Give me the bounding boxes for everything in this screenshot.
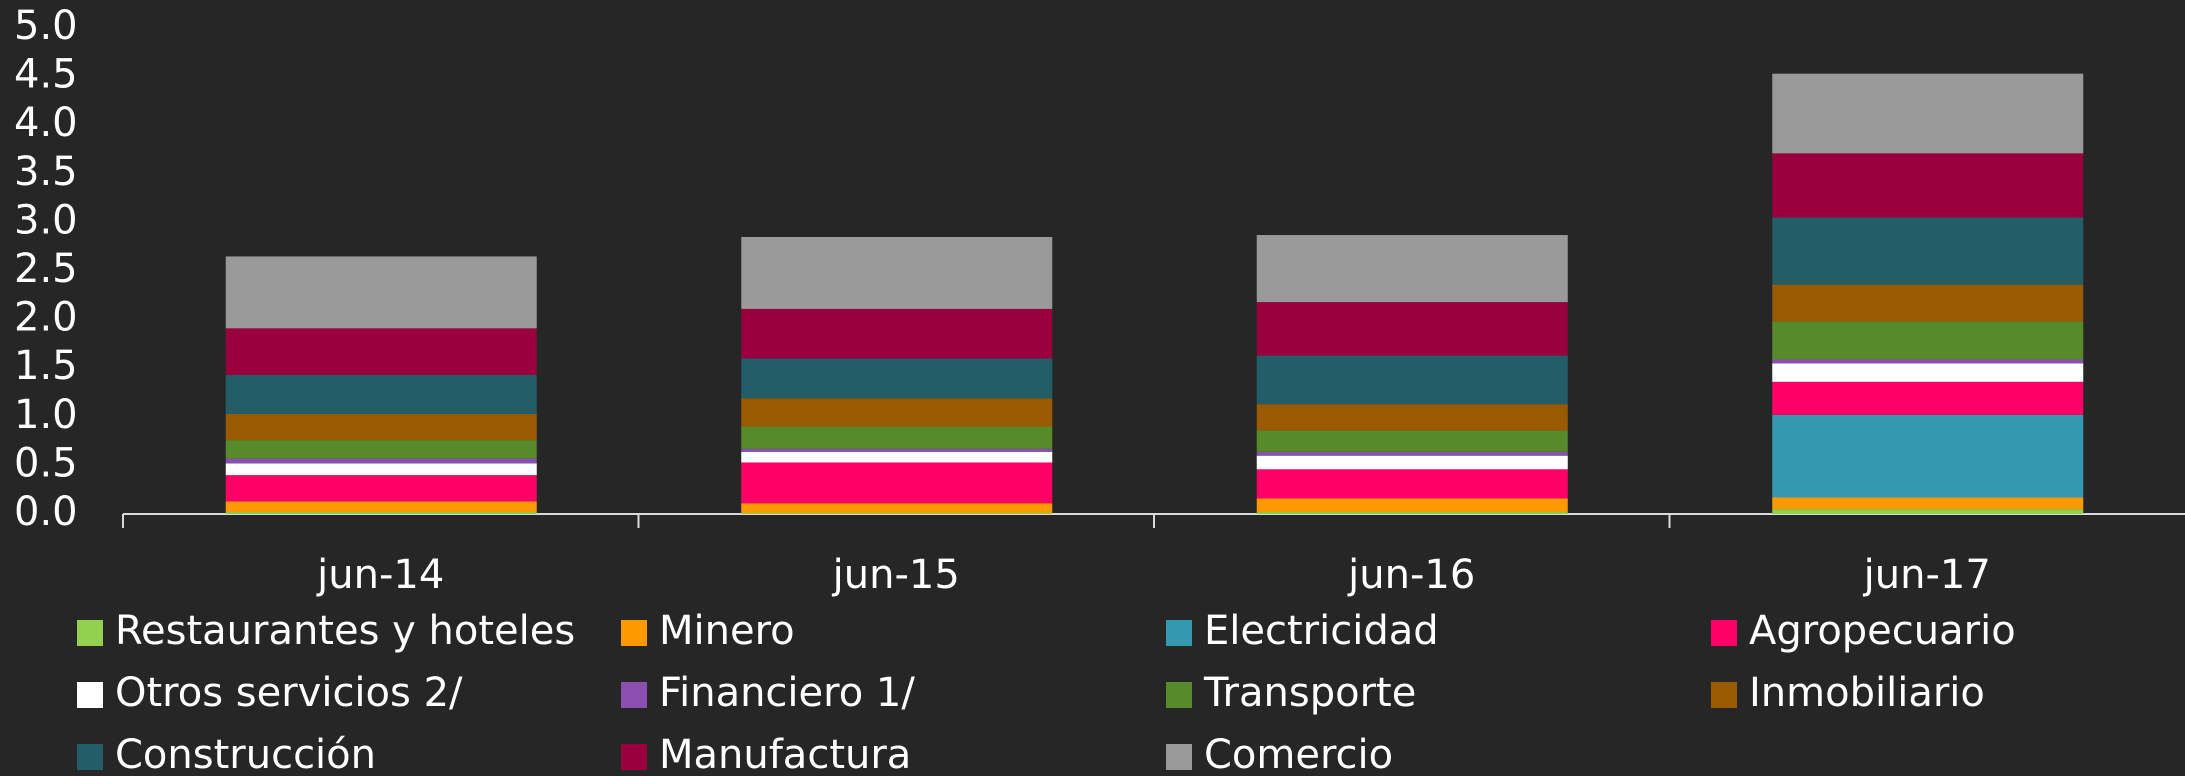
- bar-segment: [741, 426, 1053, 449]
- legend-label: Financiero 1/: [659, 670, 915, 716]
- legend-label: Construcción: [115, 732, 376, 776]
- legend-swatch: [1711, 682, 1737, 708]
- y-tick-label: 2.0: [14, 295, 78, 341]
- bar-segment: [741, 448, 1053, 452]
- bar-segment: [225, 440, 537, 459]
- bar-segment: [1256, 512, 1568, 514]
- bar-segment: [225, 512, 537, 514]
- legend-swatch: [621, 682, 647, 708]
- y-tick-label: 1.0: [14, 392, 78, 438]
- bar-segment: [741, 503, 1053, 514]
- bar-segment: [1772, 359, 2084, 364]
- y-tick-label: 5.0: [14, 3, 78, 49]
- y-tick-label: 4.5: [14, 52, 78, 98]
- bar-segment: [225, 475, 537, 502]
- bar-segment: [741, 236, 1053, 309]
- bar-segment: [1772, 284, 2084, 322]
- legend-label: Agropecuario: [1749, 608, 2016, 654]
- bar-segment: [1772, 414, 2084, 498]
- bar-segment: [1256, 302, 1568, 356]
- x-tick-label: jun-17: [1863, 552, 1991, 598]
- legend-label: Inmobiliario: [1749, 670, 1985, 716]
- x-tick-label: jun-16: [1347, 552, 1475, 598]
- legend-swatch: [77, 744, 103, 770]
- legend-label: Restaurantes y hoteles: [115, 608, 575, 654]
- bar-segment: [1256, 235, 1568, 303]
- bar-segment: [1256, 455, 1568, 470]
- bar-segment: [741, 358, 1053, 399]
- legend-label: Comercio: [1204, 732, 1393, 776]
- legend-swatch: [621, 744, 647, 770]
- bar-segment: [225, 501, 537, 513]
- bar-segment: [225, 413, 537, 441]
- bar-segment: [1256, 404, 1568, 431]
- y-tick-label: 0.0: [14, 489, 78, 535]
- bar-segment: [1256, 469, 1568, 499]
- bar-segment: [1256, 451, 1568, 456]
- x-tick-label: jun-15: [832, 552, 960, 598]
- legend-label: Otros servicios 2/: [115, 670, 463, 716]
- bar-segment: [225, 463, 537, 476]
- legend-swatch: [1166, 744, 1192, 770]
- y-tick-label: 4.0: [14, 100, 78, 146]
- y-tick-label: 0.5: [14, 440, 78, 486]
- bar-segment: [225, 458, 537, 464]
- legend-label: Electricidad: [1204, 608, 1439, 654]
- bar-segment: [741, 462, 1053, 504]
- legend-label: Minero: [659, 608, 795, 654]
- bar-segment: [1772, 509, 2084, 514]
- x-tick-label: jun-14: [316, 552, 444, 598]
- y-tick-label: 3.5: [14, 149, 78, 195]
- y-tick-label: 2.5: [14, 246, 78, 292]
- legend-swatch: [77, 620, 103, 646]
- legend-label: Transporte: [1203, 670, 1416, 716]
- bar-segment: [1772, 217, 2084, 285]
- legend-swatch: [1166, 682, 1192, 708]
- bar-segment: [1772, 321, 2084, 360]
- bar-segment: [1772, 363, 2084, 382]
- bar-segment: [225, 256, 537, 329]
- legend-swatch: [621, 620, 647, 646]
- bar-segment: [225, 375, 537, 414]
- bar-segment: [741, 451, 1053, 463]
- legend-swatch: [1711, 620, 1737, 646]
- y-tick-label: 1.5: [14, 343, 78, 389]
- bar-segment: [741, 513, 1053, 514]
- bar-segment: [741, 398, 1053, 427]
- bar-segment: [1256, 498, 1568, 513]
- legend-swatch: [1166, 620, 1192, 646]
- bar-segment: [1256, 430, 1568, 452]
- bar-segment: [1772, 497, 2084, 510]
- bar-segment: [225, 328, 537, 376]
- bar-segment: [1772, 153, 2084, 218]
- bar-segment: [1772, 381, 2084, 415]
- y-tick-label: 3.0: [14, 197, 78, 243]
- legend-swatch: [77, 682, 103, 708]
- bar-segment: [1772, 73, 2084, 154]
- legend-label: Manufactura: [659, 732, 911, 776]
- bar-segment: [741, 308, 1053, 359]
- bar-segment: [1256, 355, 1568, 405]
